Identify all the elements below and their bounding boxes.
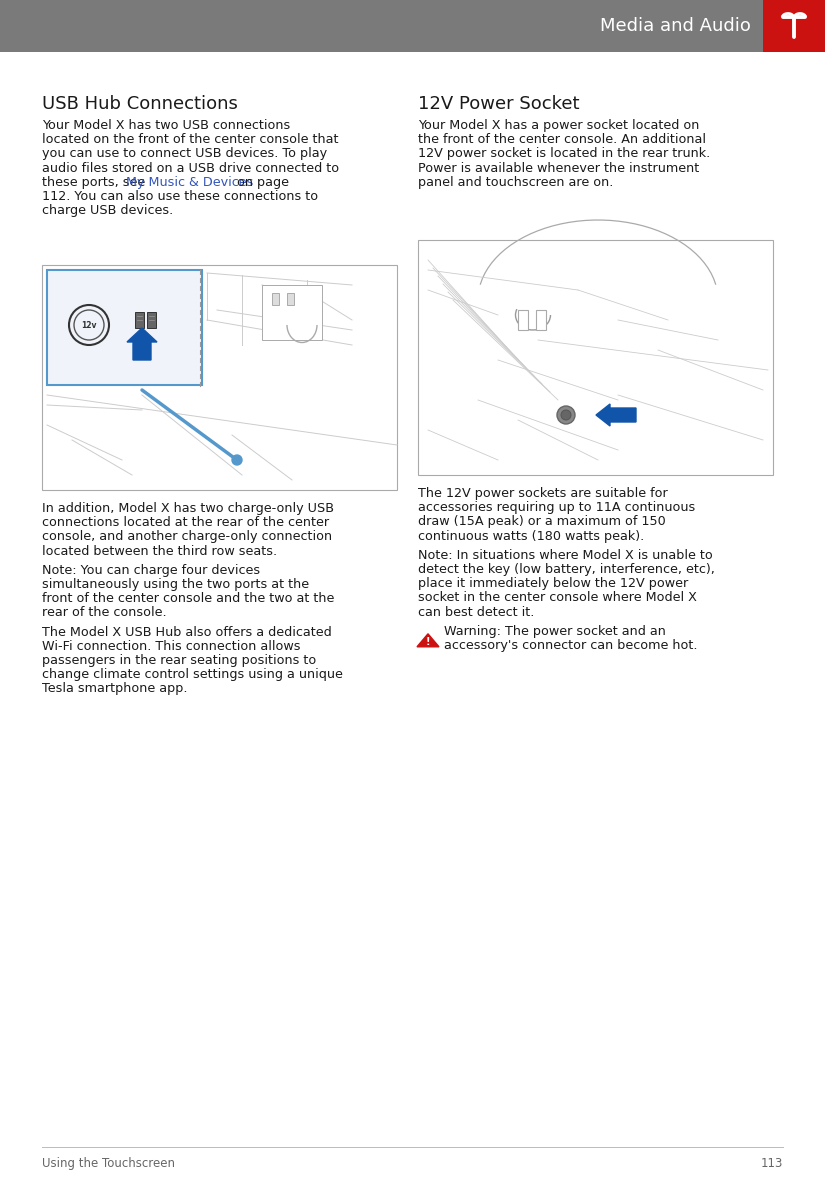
Text: Tesla smartphone app.: Tesla smartphone app. [42, 682, 187, 695]
Text: 12V power socket is located in the rear trunk.: 12V power socket is located in the rear … [418, 147, 710, 160]
Circle shape [232, 455, 242, 465]
Text: Using the Touchscreen: Using the Touchscreen [42, 1158, 175, 1171]
Text: simultaneously using the two ports at the: simultaneously using the two ports at th… [42, 578, 309, 591]
FancyArrow shape [127, 329, 157, 361]
Text: 113: 113 [761, 1158, 783, 1171]
Text: My Music & Devices: My Music & Devices [126, 176, 253, 189]
Text: draw (15A peak) or a maximum of 150: draw (15A peak) or a maximum of 150 [418, 516, 666, 529]
Text: continuous watts (180 watts peak).: continuous watts (180 watts peak). [418, 530, 644, 543]
Text: 12V Power Socket: 12V Power Socket [418, 95, 579, 113]
Text: The Model X USB Hub also offers a dedicated: The Model X USB Hub also offers a dedica… [42, 625, 332, 638]
Text: panel and touchscreen are on.: panel and touchscreen are on. [418, 176, 613, 189]
Bar [0, 0, 825, 52]
Polygon shape [417, 633, 439, 646]
Bar [42, 264, 397, 490]
Text: Your Model X has a power socket located on: Your Model X has a power socket located … [418, 119, 700, 132]
Text: located between the third row seats.: located between the third row seats. [42, 544, 277, 557]
Text: the front of the center console. An additional: the front of the center console. An addi… [418, 133, 706, 146]
Circle shape [557, 406, 575, 425]
Text: change climate control settings using a unique: change climate control settings using a … [42, 668, 343, 681]
Text: Warning: The power socket and an: Warning: The power socket and an [444, 625, 666, 638]
Text: connections located at the rear of the center: connections located at the rear of the c… [42, 516, 329, 529]
Text: Wi-Fi connection. This connection allows: Wi-Fi connection. This connection allows [42, 639, 300, 652]
Text: The 12V power sockets are suitable for: The 12V power sockets are suitable for [418, 487, 667, 500]
Text: detect the key (low battery, interference, etc),: detect the key (low battery, interferenc… [418, 563, 715, 576]
Text: front of the center console and the two at the: front of the center console and the two … [42, 592, 334, 605]
Text: charge USB devices.: charge USB devices. [42, 204, 173, 217]
Bar [536, 310, 546, 330]
FancyArrow shape [596, 404, 636, 426]
Bar [418, 240, 773, 476]
Bar [147, 312, 156, 329]
Text: 112. You can also use these connections to: 112. You can also use these connections … [42, 190, 318, 203]
Text: on page: on page [233, 176, 289, 189]
Bar [763, 0, 825, 52]
Text: Media and Audio: Media and Audio [600, 17, 751, 36]
Bar [518, 310, 528, 330]
Text: Your Model X has two USB connections: Your Model X has two USB connections [42, 119, 290, 132]
Text: Note: In situations where Model X is unable to: Note: In situations where Model X is una… [418, 549, 713, 562]
Text: accessories requiring up to 11A continuous: accessories requiring up to 11A continuo… [418, 502, 695, 515]
Text: audio files stored on a USB drive connected to: audio files stored on a USB drive connec… [42, 161, 339, 174]
Text: these ports, see: these ports, see [42, 176, 149, 189]
Text: USB Hub Connections: USB Hub Connections [42, 95, 238, 113]
Text: accessory's connector can become hot.: accessory's connector can become hot. [444, 639, 697, 652]
Bar [262, 285, 322, 340]
Text: !: ! [426, 637, 431, 648]
Text: you can use to connect USB devices. To play: you can use to connect USB devices. To p… [42, 147, 328, 160]
Text: passengers in the rear seating positions to: passengers in the rear seating positions… [42, 653, 316, 667]
Circle shape [561, 410, 571, 420]
Text: 12v: 12v [81, 320, 97, 330]
Bar [135, 312, 144, 329]
Bar [272, 293, 279, 305]
Bar [287, 293, 294, 305]
Text: console, and another charge-only connection: console, and another charge-only connect… [42, 530, 332, 543]
Text: located on the front of the center console that: located on the front of the center conso… [42, 133, 338, 146]
Text: Power is available whenever the instrument: Power is available whenever the instrume… [418, 161, 700, 174]
Text: rear of the console.: rear of the console. [42, 606, 167, 619]
Text: can best detect it.: can best detect it. [418, 606, 535, 619]
Text: In addition, Model X has two charge-only USB: In addition, Model X has two charge-only… [42, 502, 334, 515]
Text: Note: You can charge four devices: Note: You can charge four devices [42, 563, 260, 576]
Text: socket in the center console where Model X: socket in the center console where Model… [418, 592, 697, 605]
Text: place it immediately below the 12V power: place it immediately below the 12V power [418, 578, 688, 591]
Bar [47, 270, 202, 385]
